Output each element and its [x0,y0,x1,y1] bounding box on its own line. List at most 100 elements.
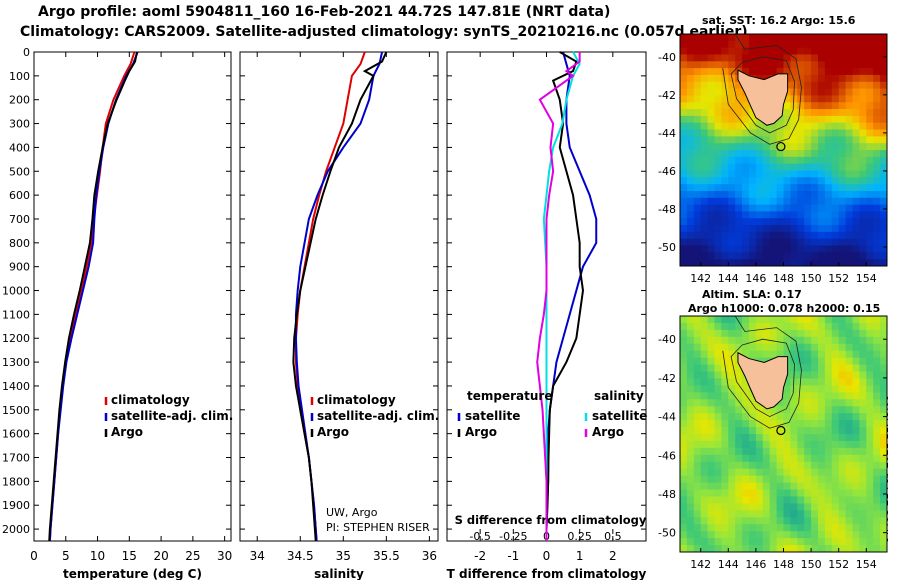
map-cell [783,378,791,387]
map-cell [769,350,778,359]
map-cell [721,163,729,172]
map-cell [755,510,764,518]
map-cell [769,524,778,532]
map-cell [769,434,778,442]
map-cell [873,61,881,69]
map-cell [873,170,881,178]
map-cell [811,440,819,449]
map-cell [804,524,812,532]
map-cell [735,177,743,185]
map-cell [804,245,812,253]
map-cell [769,447,778,456]
map-cell [824,385,833,393]
map-cell [769,136,778,144]
map-cell [686,54,695,62]
map-cell [693,447,702,456]
map-cell [700,177,709,185]
map-cell [859,225,867,233]
map-cell [742,420,750,428]
map-cell [686,109,695,117]
map-cell [866,184,874,192]
map-cell [831,170,840,178]
map-cell [693,40,702,49]
map-cell [866,245,874,253]
map-cell [714,259,722,266]
map-cell [742,95,750,103]
map-cell [818,109,826,117]
map-cell [866,211,874,219]
map-cell [852,413,860,421]
map-cell [735,482,743,491]
map-cell [762,406,771,414]
map-cell [790,496,798,505]
map-cell [838,204,847,213]
map-cell [859,496,867,505]
map-cell [769,538,778,546]
map-cell [680,399,688,407]
map-cell [776,238,785,247]
x-tick-label: 36 [422,549,437,563]
map-cell [811,88,819,97]
map-cell [880,211,887,219]
map-cell [811,371,819,380]
map-cell [700,204,709,213]
map-cell [700,427,709,435]
map-cell [749,163,757,172]
map-cell [811,252,819,260]
map-cell [866,143,874,151]
map-cell [693,392,702,400]
map-cell [742,343,750,352]
map-cell [852,406,860,414]
map-cell [797,197,805,206]
map-cell [880,482,887,491]
map-cell [762,461,771,470]
map-cell [700,350,709,359]
map-cell [831,496,840,505]
map-cell [797,231,805,240]
series-line-climatology [48,51,136,542]
map-cell [707,378,716,387]
map-cell [735,385,743,393]
map-cell [866,517,874,525]
map-cell [721,231,729,240]
map-cell [831,447,840,456]
map-cell [824,510,833,518]
map-cell [845,218,854,226]
map-cell [693,420,702,428]
map-cell [831,524,840,532]
map-cell [838,225,847,233]
map-cell [824,336,833,345]
map-cell [790,197,798,206]
map-cell [838,371,847,380]
map-cell [680,225,688,233]
map-cell [755,350,764,359]
series-line-satellite [294,51,384,542]
map-cell [749,245,757,253]
map-cell [749,336,757,345]
map-cell [824,503,833,511]
map-cell [693,329,702,338]
map-cell [838,322,847,331]
map-cell [686,88,695,97]
map-cell [873,440,881,449]
map-cell [818,129,826,137]
map-cell [742,47,750,56]
map-cell [707,420,716,428]
map-cell [818,163,826,172]
map-cell [721,524,729,532]
map-cell [838,496,847,505]
map-cell [742,440,750,449]
map-cell [755,47,764,56]
map-cell [866,88,874,97]
map-cell [804,40,812,49]
map-cell [755,517,764,525]
map-cell [797,102,805,110]
map-cell [818,245,826,253]
map-cell [749,461,757,470]
map-cell [797,545,805,552]
map-cell [769,510,778,518]
panel-frame [33,51,232,542]
map-cell [818,545,826,552]
map-cell [707,545,716,552]
map-cell [824,350,833,359]
